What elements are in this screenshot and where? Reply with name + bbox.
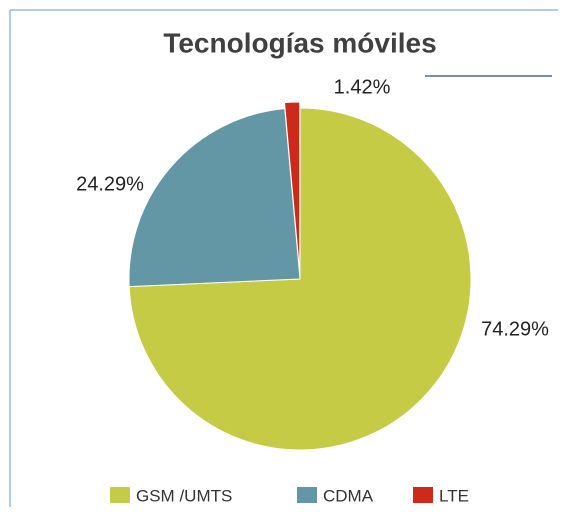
chart-title: Tecnologías móviles: [163, 27, 436, 58]
legend-label: LTE: [439, 486, 469, 505]
legend-swatch: [413, 487, 433, 503]
pie-slice: [128, 108, 301, 288]
legend-label: GSM /UMTS: [136, 486, 232, 505]
legend-swatch: [297, 487, 317, 503]
data-label: 24.29%: [76, 173, 144, 195]
legend-label: CDMA: [323, 486, 374, 505]
pie-slice: [283, 101, 301, 274]
legend-swatch: [110, 487, 130, 503]
data-label: 74.29%: [481, 318, 549, 340]
data-label: 1.42%: [334, 76, 391, 98]
